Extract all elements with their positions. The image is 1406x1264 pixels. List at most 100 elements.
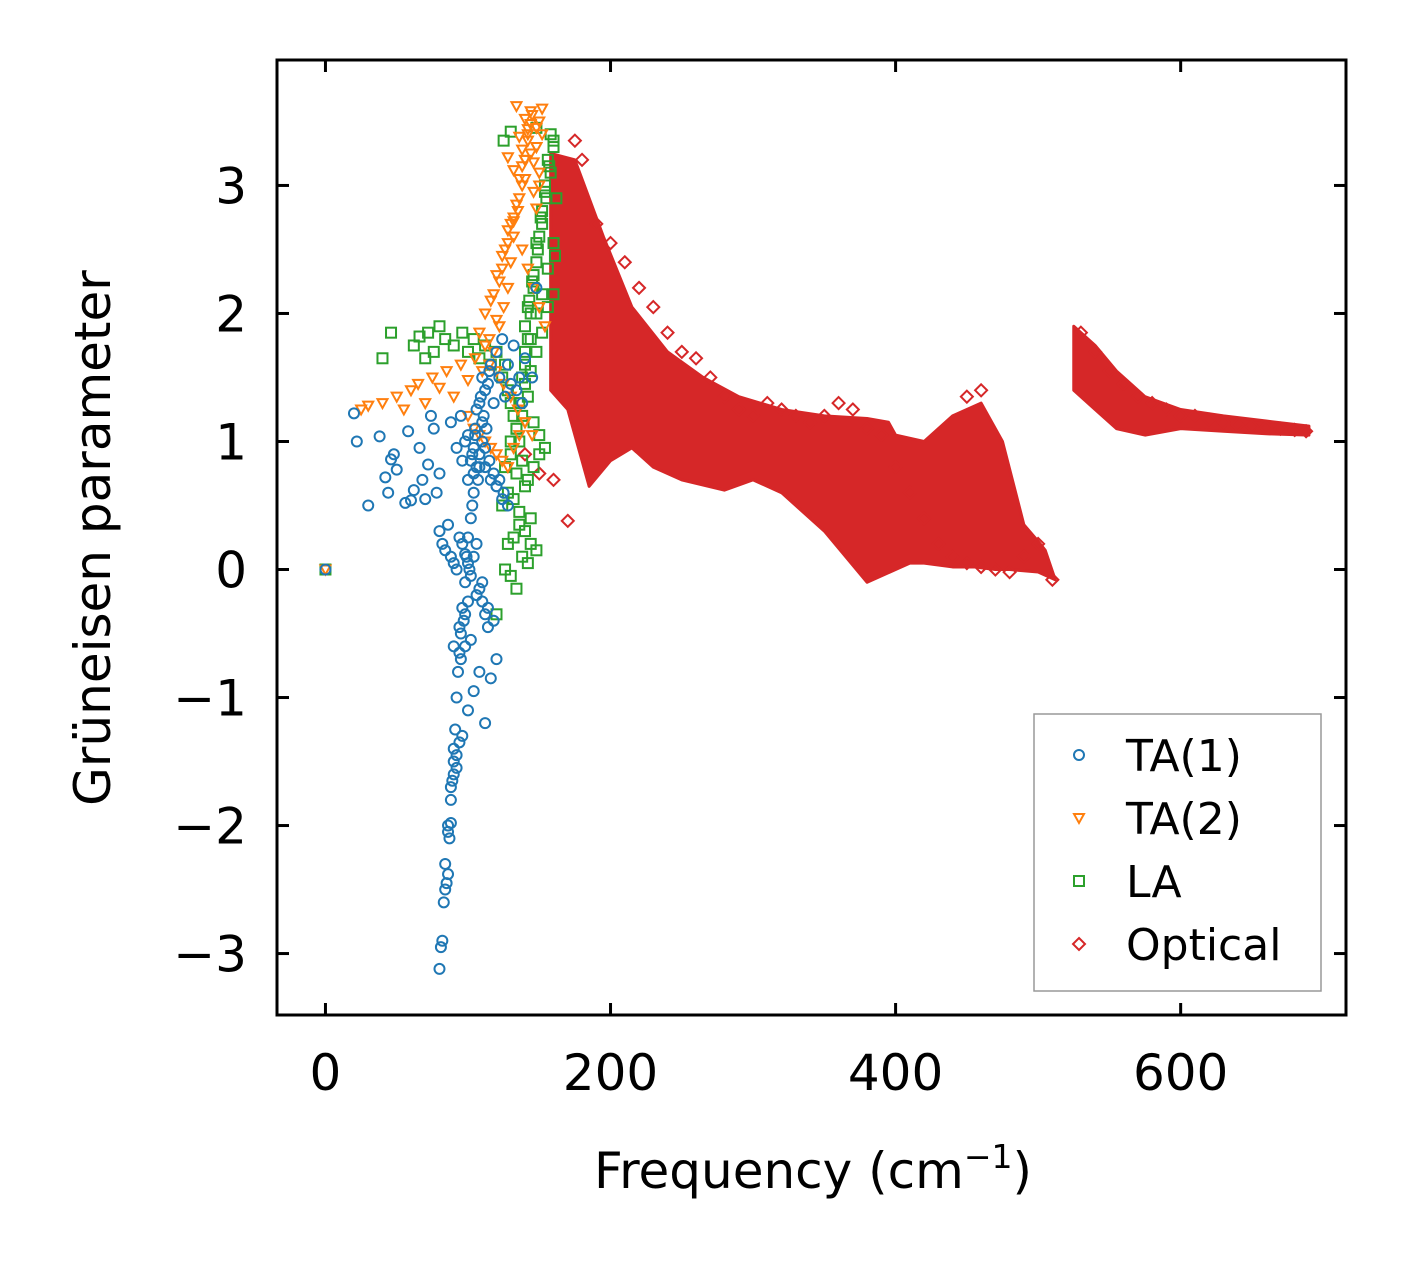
la-point [513,505,526,518]
la-point [376,352,389,365]
ta-1-point [464,633,477,646]
ta-1-point [433,525,446,538]
ta-1-point [452,665,465,678]
ta-1-point [439,883,452,896]
ta-1-point [453,531,466,544]
ta-2-point [532,180,546,193]
ta-2-point [461,375,475,388]
la-point [519,320,532,333]
legend: TA(1) TA(2) LA Optical [1033,713,1322,992]
ta-2-point [509,101,524,114]
ta-1-point [484,672,497,685]
ta-1-point [433,962,446,975]
la-point [496,499,509,512]
ta-1-point [481,621,494,634]
ta-1-point [350,435,363,448]
ta-1-point [467,685,480,698]
la-point [547,141,560,154]
ta-1-point [444,793,457,806]
ta-1-point [424,409,437,422]
la-point [490,608,503,621]
la-point [534,211,547,224]
la-point [521,473,534,486]
ta-2-point [525,430,539,443]
y-tick-labels: −3 −2 −1 0 1 2 3 [173,157,247,983]
optical-point [1073,325,1089,341]
ta-1-point [470,537,483,550]
la-point [523,294,536,307]
ta-1-point [453,621,466,634]
optical-point [888,459,904,475]
ta-1-point [493,473,506,486]
ta-1-point [473,582,486,595]
optical-point [546,472,561,488]
ta-2-point [439,366,454,379]
optical-point [959,555,975,571]
ta-2-point [478,340,492,353]
ta-1-point [490,345,503,358]
optical-point [1287,422,1303,438]
la-point [550,192,563,205]
ta-1-point [466,448,479,461]
x-tick-label: 600 [1133,1044,1228,1102]
y-tick-label: −2 [173,798,247,856]
ta-1-point [450,691,463,704]
ta-2-point [532,116,546,129]
y-tick-label: 1 [215,413,247,471]
x-axis-title-sup: −1 [964,1137,1013,1176]
optical-point [1244,418,1260,434]
optical-point [574,152,590,168]
ta-1-point [450,761,463,774]
la-point [527,461,540,474]
ta-1-point [469,422,482,435]
ta-2-point [492,276,507,289]
ta-2-point [495,250,509,263]
ta-2-point [512,193,527,206]
ta-2-point [501,282,515,295]
ta-2-point [515,144,529,157]
ta-2-point [515,161,529,174]
ta-1-point [530,281,543,294]
ta-2-point [397,404,411,417]
la-point [507,409,520,422]
ta-1-point [444,816,457,829]
la-point [504,569,517,582]
la-point [461,345,474,358]
legend-label-ta-2: TA(2) [1125,794,1242,845]
optical-point [560,513,576,529]
ta-1-point [447,755,460,768]
ta-2-point [521,124,535,137]
ta-1-point [470,403,483,416]
ta-1-point [501,358,514,371]
ta-1-point [456,729,469,742]
optical-point [930,536,946,552]
ta-2-point [535,103,549,116]
ta-2-point [472,327,487,340]
ta-1-point [442,518,455,531]
la-point [524,365,537,378]
la-point [467,333,480,346]
ta-2-point [404,385,418,398]
ta-1-point [461,595,474,608]
optical-point [759,395,775,411]
ta-2-point [532,302,546,315]
y-tick-label: 2 [215,285,247,343]
optical-point [774,402,789,417]
legend-label-la: LA [1126,857,1182,908]
ta-1-point [373,430,386,443]
optical-point [816,408,832,424]
ta-2-point [498,244,512,257]
ta-2-point [390,391,404,404]
ta-2-point [492,321,507,334]
ta-2-point [529,203,544,216]
ta-1-point [437,896,450,909]
optical-point [1187,408,1203,424]
la-point [422,326,435,339]
ta-1-point [510,384,523,397]
ta-1-point [454,627,467,640]
optical-point [674,344,690,360]
ta-2-point [521,135,535,148]
ta-1-point [526,371,539,384]
optical-point [1087,344,1103,360]
la-point [510,467,523,480]
